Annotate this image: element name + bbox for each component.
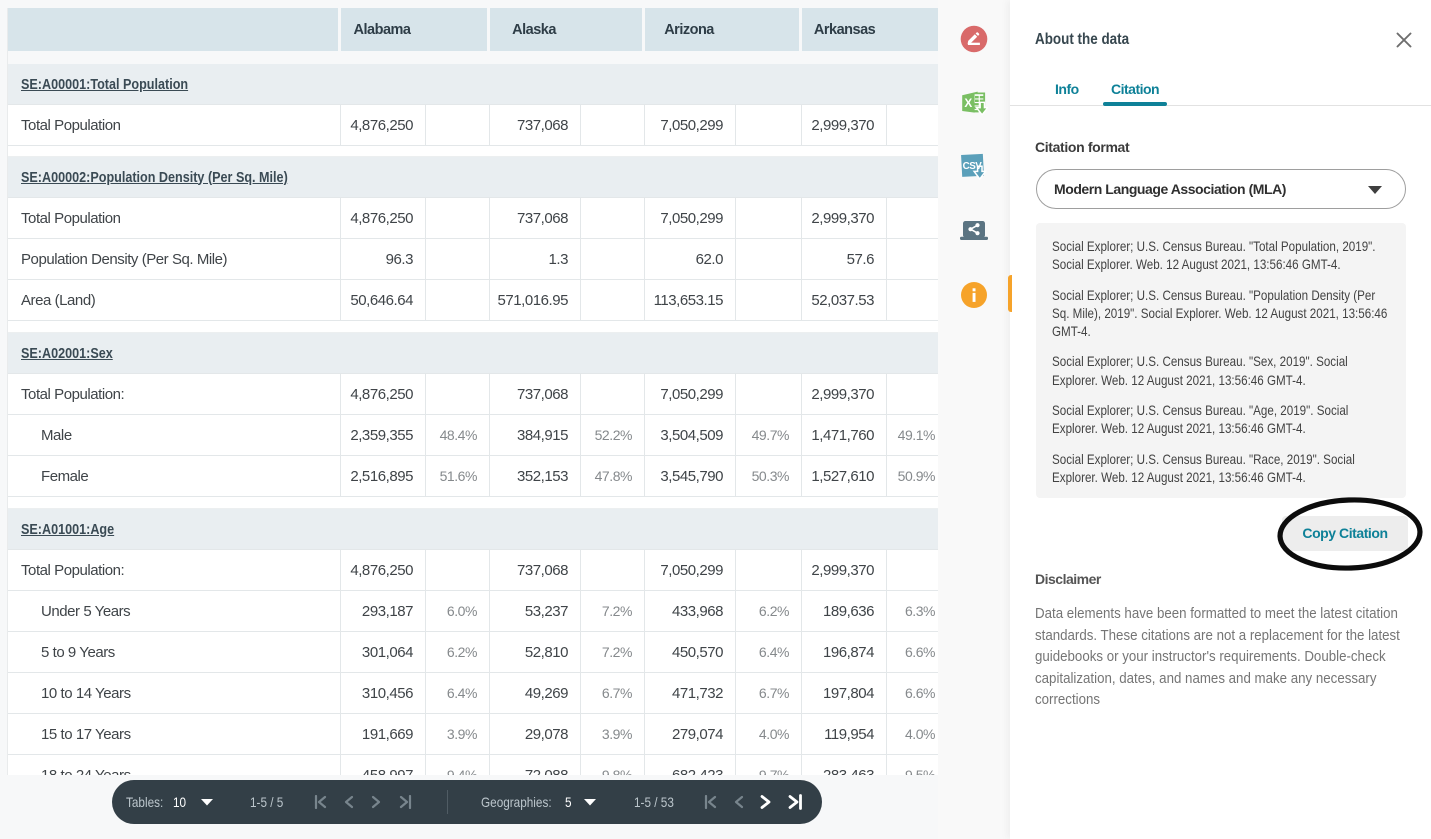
svg-text:CSV: CSV xyxy=(963,161,983,172)
svg-text:X: X xyxy=(964,96,972,110)
